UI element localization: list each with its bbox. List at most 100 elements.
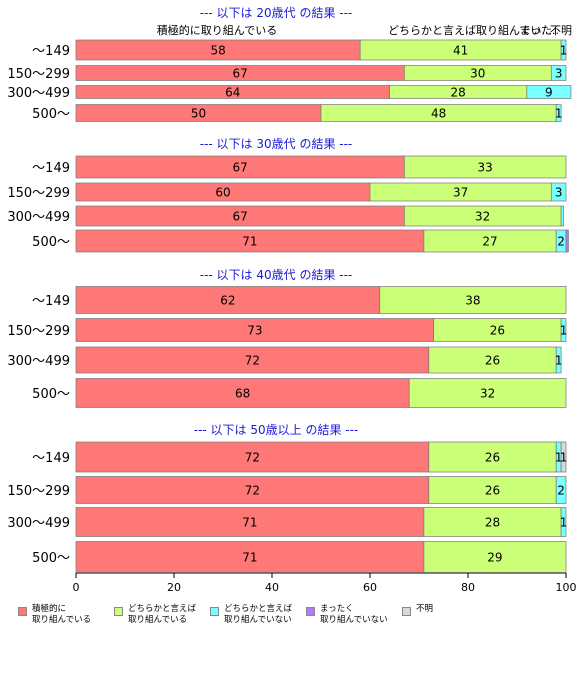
bar-value-label: 72 <box>245 484 260 498</box>
bar-value-label: 30 <box>470 67 485 81</box>
bar-segment <box>560 441 567 473</box>
bar-value-label: 32 <box>475 210 490 224</box>
bar-segment <box>428 441 557 473</box>
bar-segment <box>550 182 567 202</box>
panel-title: --- 以下は 30歳代 の結果 --- <box>200 137 353 151</box>
category-label: 500〜 <box>32 551 70 566</box>
bar-segment <box>75 378 410 408</box>
bar-segment <box>560 318 567 342</box>
bar-value-label: 67 <box>233 161 248 175</box>
legend-swatch-3 <box>210 607 219 616</box>
legend-swatch-2 <box>114 607 123 616</box>
bar-value-label: 32 <box>480 387 495 401</box>
bar-value-label: 1 <box>560 44 568 58</box>
bar-segment <box>560 39 567 61</box>
legend-label-4-line2: 取り組んでいない <box>320 615 388 625</box>
category-label: 〜149 <box>32 161 70 176</box>
bar-segment <box>560 507 567 537</box>
bar-value-label: 29 <box>487 551 502 565</box>
legend-label-3-line1: どちらかと言えば <box>224 604 293 614</box>
bar-value-label: 68 <box>235 387 250 401</box>
bar-value-label: 1 <box>560 451 568 465</box>
bar-value-label: 1 <box>555 107 563 121</box>
x-tick-label: 40 <box>265 581 279 594</box>
bar-value-label: 72 <box>245 354 260 368</box>
x-tick-label: 100 <box>556 581 577 594</box>
header-label: 積極的に取り組んでいる <box>157 23 277 37</box>
bar-segment <box>550 65 567 81</box>
legend-label-3: どちらかと言えば 取り組んでいない <box>224 604 292 626</box>
bar-segment <box>428 476 557 504</box>
bar-segment <box>75 286 381 314</box>
bar-value-label: 67 <box>233 67 248 81</box>
x-tick-label: 20 <box>167 581 181 594</box>
bar-value-label: 3 <box>555 186 563 200</box>
legend-label-4-line1: まったく <box>320 604 354 614</box>
legend-label-2: どちらかと言えば 取り組んでいる <box>128 604 196 626</box>
bar-segment <box>565 229 569 253</box>
legend-label-2-line2: 取り組んでいる <box>128 615 188 625</box>
legend-swatch-5 <box>402 607 411 616</box>
bar-value-label: 1 <box>560 324 568 338</box>
legend-label-3-line2: 取り組んでいない <box>224 615 292 625</box>
bar-value-label: 2 <box>557 235 565 249</box>
category-label: 〜149 <box>32 451 70 466</box>
bar-segment <box>560 205 564 227</box>
category-label: 300〜499 <box>7 86 70 101</box>
bar-value-label: 37 <box>453 186 468 200</box>
category-label: 〜149 <box>32 44 70 59</box>
bar-value-label: 41 <box>453 44 468 58</box>
bar-segment <box>403 155 567 179</box>
bar-segment <box>555 104 562 122</box>
category-label: 300〜499 <box>7 210 70 225</box>
bar-value-label: 73 <box>247 324 262 338</box>
legend-label-4: まったく 取り組んでいない <box>320 604 388 626</box>
x-tick-label: 60 <box>363 581 377 594</box>
bar-value-label: 2 <box>557 484 565 498</box>
bar-segment <box>75 541 425 573</box>
bar-value-label: 58 <box>210 44 225 58</box>
category-label: 500〜 <box>32 387 70 402</box>
bar-value-label: 50 <box>191 107 206 121</box>
category-label: 500〜 <box>32 235 70 250</box>
bar-value-label: 26 <box>485 354 500 368</box>
bar-segment <box>423 507 562 537</box>
legend-label-2-line1: どちらかと言えば <box>128 604 197 614</box>
bar-value-label: 3 <box>555 67 563 81</box>
category-label: 150〜299 <box>7 324 70 339</box>
category-label: 150〜299 <box>7 67 70 82</box>
legend-label-5-line1: 不明 <box>416 604 434 614</box>
bar-value-label: 26 <box>490 324 505 338</box>
chart: 0 20 40 60 80 100 積極的に取り組んでいる どちらかと言えば取り組んでい...… <box>7 6 577 594</box>
bar-value-label: 26 <box>485 484 500 498</box>
bar-value-label: 26 <box>485 451 500 465</box>
bar-value-label: 62 <box>220 294 235 308</box>
bar-value-label: 72 <box>245 451 260 465</box>
legend-label-5: 不明 <box>416 604 433 615</box>
category-label: 300〜499 <box>7 516 70 531</box>
category-label: 150〜299 <box>7 186 70 201</box>
bar-value-label: 27 <box>482 235 497 249</box>
bar-segment <box>555 476 567 504</box>
bar-value-label: 64 <box>225 86 240 100</box>
category-label: 300〜499 <box>7 354 70 369</box>
bar-segment <box>526 85 572 99</box>
legend-swatch-1 <box>18 607 27 616</box>
legend-label-1-line1: 積極的に <box>32 604 67 614</box>
bar-value-label: 28 <box>485 516 500 530</box>
legend-label-1-line2: 取り組んでいる <box>32 615 92 625</box>
bar-segment <box>555 346 562 374</box>
panel-title: --- 以下は 50歳以上 の結果 --- <box>194 423 359 437</box>
legend-swatch-4 <box>306 607 315 616</box>
bar-segment <box>75 346 430 374</box>
bar-segment <box>379 286 567 314</box>
bar-value-label: 71 <box>242 551 257 565</box>
bar-value-label: 1 <box>560 516 568 530</box>
bar-segment <box>428 346 557 374</box>
bar-value-label: 1 <box>555 451 563 465</box>
x-tick-label: 80 <box>461 581 475 594</box>
bar-value-label: 1 <box>555 354 563 368</box>
header-label: どちらかと言えば取り組んでい... <box>388 24 552 37</box>
bar-value-label: 71 <box>242 516 257 530</box>
bar-value-label: 38 <box>465 294 480 308</box>
